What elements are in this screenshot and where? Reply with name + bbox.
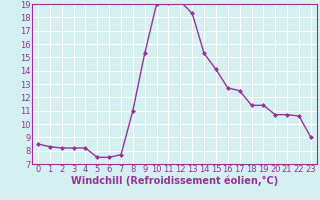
X-axis label: Windchill (Refroidissement éolien,°C): Windchill (Refroidissement éolien,°C): [71, 176, 278, 186]
